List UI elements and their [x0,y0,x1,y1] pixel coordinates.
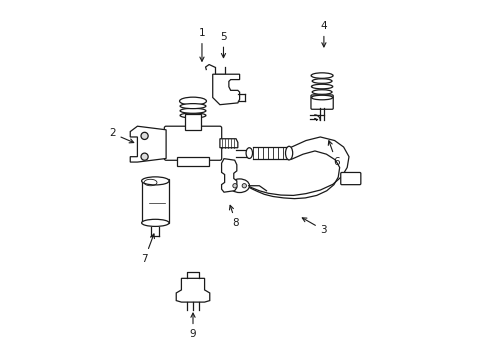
Ellipse shape [233,184,237,188]
Ellipse shape [179,97,206,105]
Ellipse shape [180,108,206,113]
Text: 2: 2 [109,129,134,143]
Text: 5: 5 [220,32,227,58]
FancyBboxPatch shape [164,126,221,160]
Text: 7: 7 [141,234,154,264]
Ellipse shape [242,184,246,188]
Ellipse shape [312,95,333,100]
Polygon shape [221,159,237,192]
FancyBboxPatch shape [341,172,361,185]
Ellipse shape [312,90,332,94]
Ellipse shape [180,113,206,118]
Ellipse shape [312,84,333,89]
Text: 3: 3 [302,218,327,235]
Polygon shape [130,126,166,162]
Text: 4: 4 [320,21,327,47]
Polygon shape [176,278,210,302]
FancyBboxPatch shape [142,179,169,223]
FancyBboxPatch shape [177,157,209,166]
Polygon shape [220,139,238,148]
Ellipse shape [142,219,169,226]
Ellipse shape [246,148,252,158]
Text: 1: 1 [198,28,205,61]
Ellipse shape [180,104,206,109]
Ellipse shape [312,79,332,84]
FancyBboxPatch shape [311,95,333,109]
Ellipse shape [141,153,148,160]
Text: 6: 6 [328,141,340,167]
Ellipse shape [230,179,249,193]
Polygon shape [213,74,240,105]
Ellipse shape [142,177,169,185]
Text: 9: 9 [190,313,196,339]
FancyBboxPatch shape [185,114,201,130]
Ellipse shape [286,146,293,160]
Text: 8: 8 [229,205,239,228]
Ellipse shape [141,132,148,139]
Ellipse shape [311,73,333,78]
